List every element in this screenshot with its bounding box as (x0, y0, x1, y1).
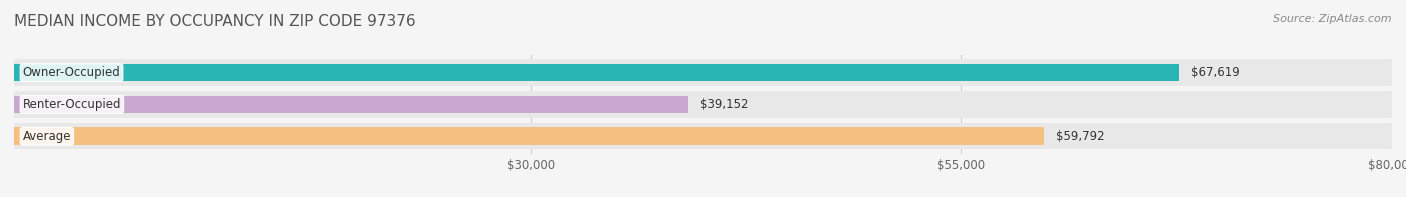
Bar (14, 91, 1392, 118)
Bar (14, 59, 1392, 86)
Text: Owner-Occupied: Owner-Occupied (22, 66, 121, 79)
Text: Source: ZipAtlas.com: Source: ZipAtlas.com (1274, 14, 1392, 24)
Text: MEDIAN INCOME BY OCCUPANCY IN ZIP CODE 97376: MEDIAN INCOME BY OCCUPANCY IN ZIP CODE 9… (14, 14, 416, 29)
Bar (14, 123, 1392, 149)
Bar (14, 127, 1043, 145)
Text: $39,152: $39,152 (700, 98, 749, 111)
Text: $67,619: $67,619 (1191, 66, 1240, 79)
Bar (14, 64, 1178, 81)
Text: $59,792: $59,792 (1056, 130, 1105, 143)
Text: Renter-Occupied: Renter-Occupied (22, 98, 121, 111)
Bar (14, 96, 689, 113)
Text: Average: Average (22, 130, 72, 143)
